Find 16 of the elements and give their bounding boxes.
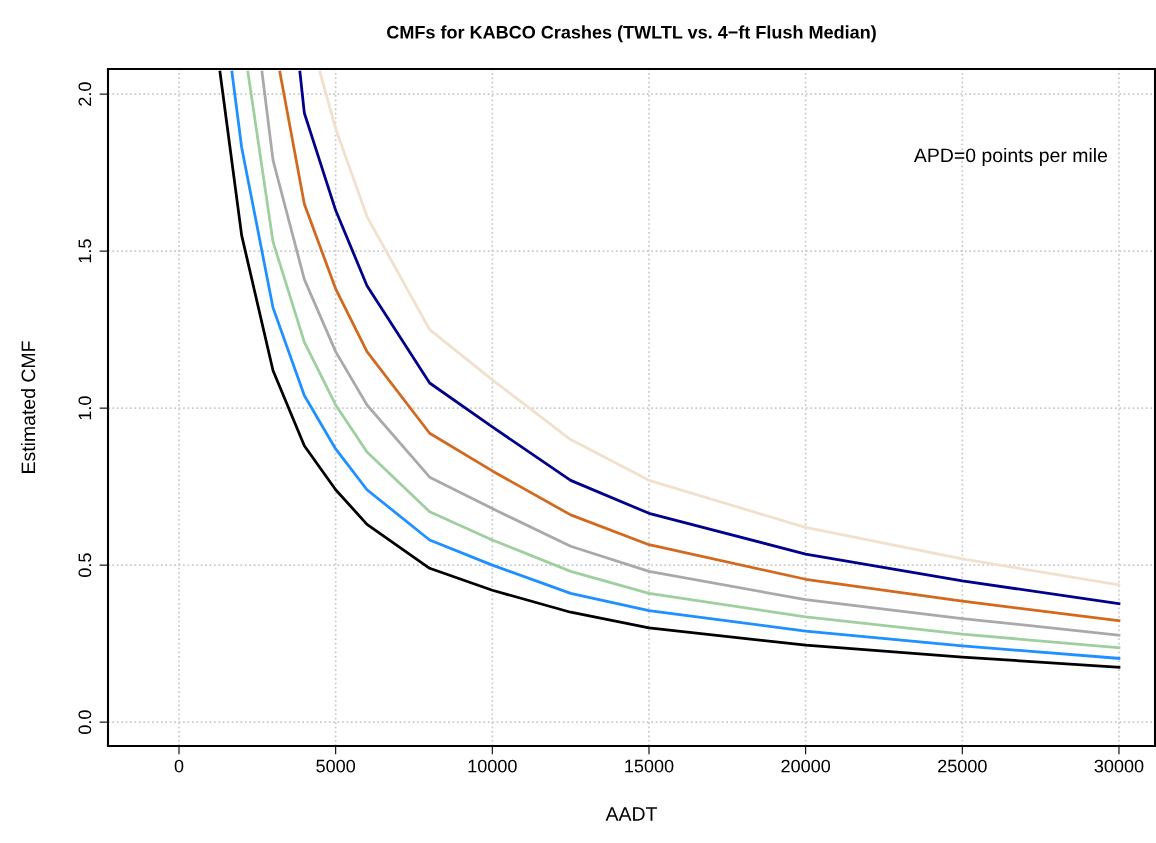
x-tick-label: 30000 bbox=[1094, 759, 1144, 773]
x-tick-label: 10000 bbox=[468, 759, 517, 773]
x-tick-label: 25000 bbox=[938, 759, 987, 773]
annotation: APD=0 points per mile bbox=[913, 147, 1108, 167]
chart-title: CMFs for KABCO Crashes (TWLTL vs. 4−ft Flush Median) bbox=[387, 25, 876, 43]
x-axis-title: AADT bbox=[605, 807, 657, 821]
y-tick-label: 2.0 bbox=[78, 82, 92, 106]
y-tick-label: 0.5 bbox=[78, 553, 92, 577]
y-tick-label: 1.5 bbox=[78, 239, 92, 263]
x-tick-label: 0 bbox=[174, 759, 184, 773]
x-tick-label: 15000 bbox=[625, 759, 674, 773]
y-tick-label: 1.0 bbox=[78, 396, 92, 420]
y-axis-title: Estimated CMF bbox=[20, 341, 36, 473]
y-tick-label: 0.0 bbox=[78, 710, 92, 734]
x-tick-label: 5000 bbox=[316, 759, 356, 773]
x-tick-label: 20000 bbox=[781, 759, 831, 773]
